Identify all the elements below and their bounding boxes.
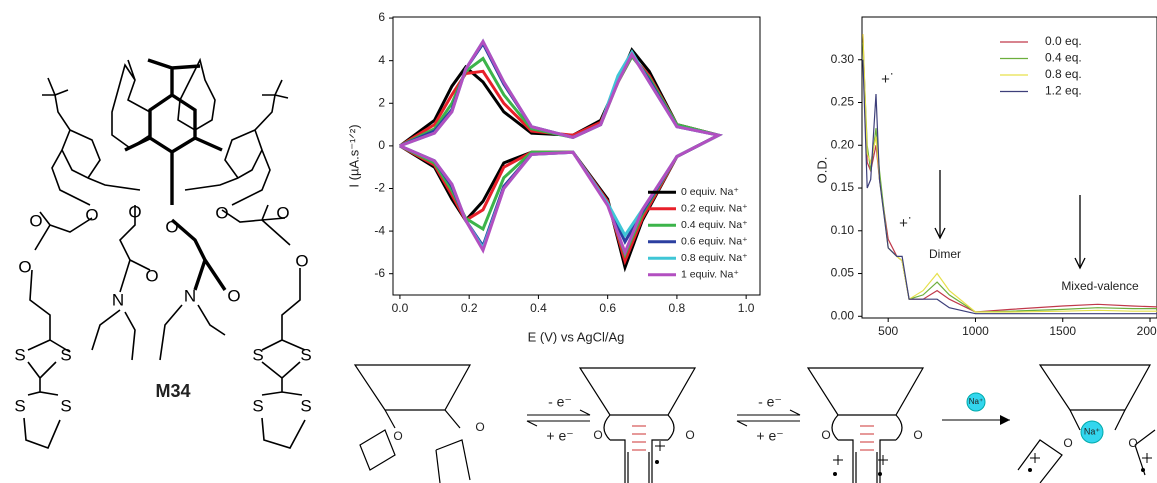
atom-label: O: [276, 203, 289, 222]
x-tick-label: 0.2: [461, 301, 478, 315]
series-line: [862, 34, 1157, 313]
y-axis-label: I (µA.s⁻¹ᐟ²): [346, 124, 361, 187]
series-line: [862, 59, 1157, 315]
series-line: [399, 47, 723, 273]
legend-label: 1 equiv. Na⁺: [681, 269, 739, 281]
series-line: [862, 34, 1157, 313]
y-axis-label: O.D.: [814, 157, 829, 184]
annotation: Mixed-valence: [1061, 279, 1139, 293]
y-tick-label: 0.25: [831, 95, 855, 109]
atom-label: S: [252, 396, 263, 415]
step-label: - e⁻: [758, 394, 782, 410]
radical-plus: [655, 441, 1152, 465]
y-tick-label: 0.00: [831, 308, 855, 322]
atom-label: N: [112, 290, 124, 309]
atom-label: O: [685, 428, 694, 442]
annotation: +˙: [881, 71, 895, 88]
y-tick-label: -4: [374, 223, 385, 237]
atom-label: S: [60, 345, 71, 364]
legend-label: 0.4 equiv. Na⁺: [681, 219, 748, 231]
x-tick-label: 500: [878, 324, 898, 338]
annotation: +˙: [899, 215, 913, 232]
atom-label: S: [252, 345, 263, 364]
step-label: - e⁻: [548, 394, 572, 410]
atom-label: O: [128, 202, 141, 221]
legend-label: 0.2 equiv. Na⁺: [681, 203, 748, 215]
atom-label: O: [475, 420, 484, 434]
atom-label: O: [227, 286, 240, 305]
step-label: + e⁻: [546, 428, 573, 444]
y-tick-label: 0: [378, 138, 385, 152]
atom-label: S: [60, 396, 71, 415]
arrow-head: [934, 227, 946, 240]
atom-label: O: [593, 428, 602, 442]
series-line: [862, 42, 1157, 313]
arrow-head: [1074, 257, 1086, 270]
y-tick-label: 0.10: [831, 223, 855, 237]
series-line: [399, 53, 723, 266]
atom-label: O: [165, 217, 178, 236]
atom-label: O: [821, 428, 830, 442]
ion-label: Na⁺: [1084, 426, 1101, 436]
legend-label: 0.6 equiv. Na⁺: [681, 236, 748, 248]
plot-frame: [392, 16, 761, 296]
legend-label: 0.8 eq.: [1045, 67, 1082, 81]
x-axis-label: E (V) vs AgCl/Ag: [528, 329, 625, 344]
y-tick-label: 0.20: [831, 137, 855, 151]
x-tick-label: 0.0: [392, 301, 409, 315]
hatch: [632, 425, 874, 451]
y-tick-label: -6: [374, 266, 385, 280]
atom-label: S: [14, 345, 25, 364]
x-tick-label: 1500: [1049, 324, 1076, 338]
atom-label: N: [184, 286, 196, 305]
atom-label: O: [29, 211, 42, 230]
scheme-shapes: [353, 364, 1156, 483]
y-tick-label: 4: [378, 53, 385, 67]
legend-label: 0.4 eq.: [1045, 51, 1082, 65]
y-tick-label: 6: [378, 10, 385, 24]
atom-label: O: [393, 429, 402, 443]
atom-label: O: [85, 205, 98, 224]
legend-label: 1.2 eq.: [1045, 84, 1082, 98]
atom-label: O: [18, 257, 31, 276]
atom-label: S: [300, 345, 311, 364]
charts: 0.0 0.2 0.4 0.6 0.8 1.0 -6 -4 -2 0 2 4 6 I (µA.s⁻¹ᐟ²)…: [346, 10, 1157, 344]
plot-frame: [861, 16, 1157, 319]
compound-label: M34: [155, 381, 190, 401]
atom-label: S: [300, 396, 311, 415]
atom-labels: O O O S S S S O O N O O N O O O S S S S: [14, 202, 311, 415]
atom-label: O: [1063, 436, 1072, 450]
y-tick-label: 0.30: [831, 52, 855, 66]
y-tick-label: 2: [378, 95, 385, 109]
x-tick-label: 0.6: [599, 301, 616, 315]
x-tick-label: 0.4: [530, 301, 547, 315]
atom-label: O: [1128, 436, 1137, 450]
atom-label: O: [913, 428, 922, 442]
atom-label: O: [295, 251, 308, 270]
y-tick-label: 0.05: [831, 266, 855, 280]
scheme-labels: - e⁻ + e⁻ - e⁻ + e⁻ Na⁺ Na⁺ O O O O O O O O: [393, 394, 1137, 450]
chart: 0.0 0.2 0.4 0.6 0.8 1.0 -6 -4 -2 0 2 4 6 I (µA.s⁻¹ᐟ²)…: [346, 10, 761, 344]
ion-label: Na⁺: [969, 397, 983, 406]
y-tick-label: -2: [374, 181, 385, 195]
x-tick-label: 1.0: [738, 301, 755, 315]
annotation: Dimer: [929, 247, 961, 261]
x-tick-label: 0.8: [669, 301, 686, 315]
y-tick-label: 0.15: [831, 180, 855, 194]
series-line: [399, 38, 723, 252]
legend-label: 0.0 eq.: [1045, 34, 1082, 48]
atom-label: O: [145, 266, 158, 285]
legend-label: 0.8 equiv. Na⁺: [681, 252, 748, 264]
series-line: [399, 40, 723, 250]
x-tick-label: 1000: [962, 324, 989, 338]
legend-label: 0 equiv. Na⁺: [681, 186, 739, 198]
atom-label: S: [14, 396, 25, 415]
molecule: [23, 57, 306, 450]
atom-label: O: [215, 203, 228, 222]
step-label: + e⁻: [756, 428, 783, 444]
series-line: [399, 38, 723, 257]
